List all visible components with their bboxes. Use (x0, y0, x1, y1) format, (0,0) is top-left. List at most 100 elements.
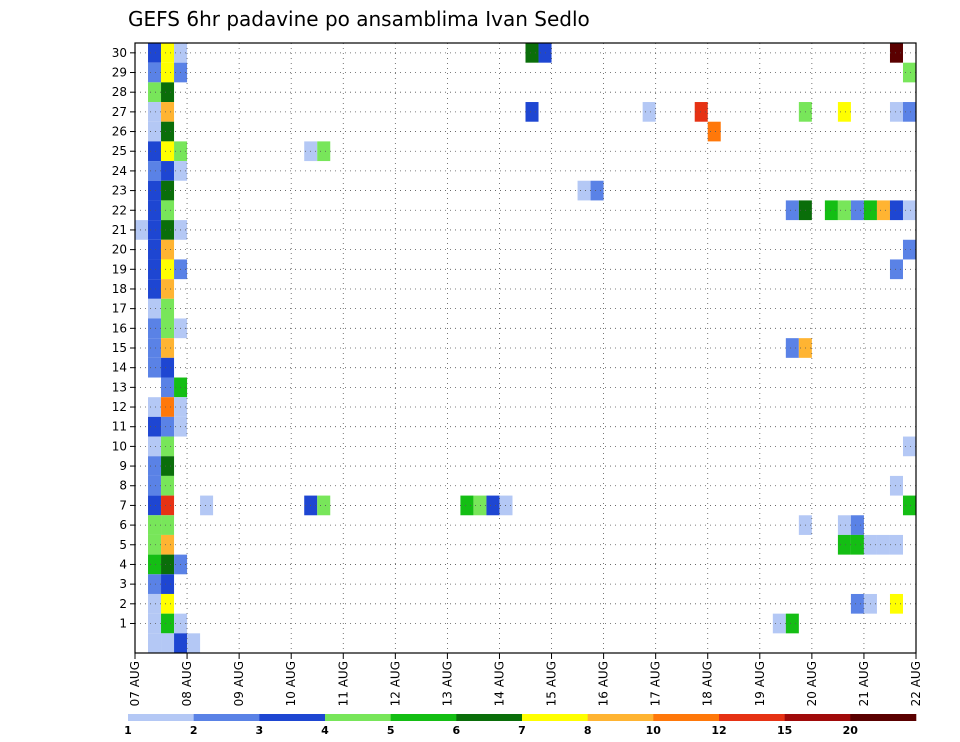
heatmap-cell (161, 180, 175, 201)
heatmap-cell (148, 141, 162, 162)
heatmap-cell (148, 200, 162, 221)
heatmap-cell (148, 515, 162, 535)
heatmap-cell (785, 338, 799, 358)
x-tick-label: 08 AUG (180, 661, 194, 706)
heatmap-cell (460, 495, 474, 516)
heatmap-cell (486, 495, 500, 516)
y-tick-label: 22 (112, 203, 127, 217)
x-tick-label: 15 AUG (545, 661, 559, 706)
heatmap-cell (148, 554, 162, 575)
y-tick-label: 29 (112, 66, 127, 80)
colorbar-segment (193, 714, 260, 721)
heatmap-cell (889, 200, 903, 221)
heatmap-cell (148, 357, 162, 378)
colorbar-segment (128, 714, 194, 721)
heatmap-cell (161, 161, 175, 181)
y-tick-label: 6 (119, 518, 127, 532)
heatmap-cell (161, 574, 175, 594)
heatmap-cell (161, 62, 175, 83)
heatmap-cell (148, 633, 162, 653)
heatmap-cell (161, 515, 175, 535)
heatmap-cell (187, 633, 201, 653)
y-tick-label: 30 (112, 46, 127, 60)
heatmap-cell (889, 102, 903, 122)
y-tick-label: 7 (119, 498, 127, 512)
heatmap-cell (148, 180, 162, 201)
heatmap-cell (148, 298, 162, 319)
heatmap-cell (161, 220, 175, 240)
heatmap-cell (902, 62, 916, 83)
heatmap-cell (837, 102, 851, 122)
heatmap-cell (135, 220, 149, 240)
heatmap-cell (889, 593, 903, 614)
x-tick-label: 16 AUG (597, 661, 611, 706)
heatmap-cell (161, 121, 175, 142)
heatmap-cell (161, 338, 175, 358)
heatmap-cell (161, 633, 175, 653)
colorbar-label: 8 (584, 724, 592, 737)
heatmap-cell (694, 102, 708, 122)
y-tick-label: 8 (119, 479, 127, 493)
colorbar-label: 5 (387, 724, 395, 737)
y-tick-label: 16 (112, 321, 127, 335)
heatmap-cell (148, 43, 162, 63)
x-tick-label: 19 AUG (753, 661, 767, 706)
heatmap-cell (148, 82, 162, 103)
x-tick-label: 13 AUG (440, 661, 454, 706)
heatmap-cell (590, 180, 604, 201)
heatmap-cell (889, 259, 903, 280)
heatmap-cell (161, 534, 175, 555)
y-tick-label: 12 (112, 400, 127, 414)
heatmap-cell (148, 436, 162, 457)
heatmap-cell (785, 613, 799, 634)
heatmap-cell (161, 495, 175, 516)
heatmap-cell (148, 121, 162, 142)
x-axis-ticks: 07 AUG 08 AUG 09 AUG 10 AUG 11 AUG 12 AUG 13 A… (128, 653, 923, 706)
y-tick-label: 13 (112, 380, 127, 394)
heatmap-cell (161, 593, 175, 614)
heatmap-cell (148, 495, 162, 516)
y-tick-label: 23 (112, 184, 127, 198)
heatmap-cell (837, 200, 851, 221)
heatmap-cell (161, 554, 175, 575)
heatmap-cell (148, 593, 162, 614)
heatmap-cell (850, 534, 864, 555)
heatmap-cell (148, 62, 162, 83)
heatmap-cell (317, 495, 331, 516)
x-tick-label: 11 AUG (336, 661, 350, 706)
heatmap-cell (577, 180, 591, 201)
heatmap-cell (148, 613, 162, 634)
heatmap-cell (161, 239, 175, 260)
y-tick-label: 1 (119, 616, 127, 630)
heatmap-cell (902, 200, 916, 221)
heatmap-cell (161, 43, 175, 63)
heatmap-cell (148, 279, 162, 299)
heatmap-cell (161, 357, 175, 378)
x-tick-label: 17 AUG (649, 661, 663, 706)
heatmap-cell (876, 534, 890, 555)
heatmap-cell (161, 613, 175, 634)
heatmap-cell (161, 377, 175, 398)
colorbar-label: 4 (321, 724, 329, 737)
heatmap-cell (161, 82, 175, 103)
heatmap-cell (148, 534, 162, 555)
heatmap-cell (161, 475, 175, 496)
y-tick-label: 3 (119, 577, 127, 591)
heatmap-cell (161, 397, 175, 417)
colorbar-segment (390, 714, 457, 721)
y-tick-label: 17 (112, 302, 127, 316)
colorbar-segment (850, 714, 917, 721)
y-tick-label: 11 (112, 420, 127, 434)
heatmap-cell (525, 102, 539, 122)
heatmap-cell (148, 239, 162, 260)
x-tick-label: 09 AUG (232, 661, 246, 706)
heatmap-cell (850, 515, 864, 535)
heatmap-cell (174, 633, 188, 653)
heatmap-cell (772, 613, 786, 634)
heatmap-cell (148, 161, 162, 181)
heatmap-cell (837, 534, 851, 555)
heatmap-cell (850, 593, 864, 614)
heatmap-cell (161, 141, 175, 162)
heatmap-cell (161, 416, 175, 437)
x-tick-label: 20 AUG (805, 661, 819, 706)
